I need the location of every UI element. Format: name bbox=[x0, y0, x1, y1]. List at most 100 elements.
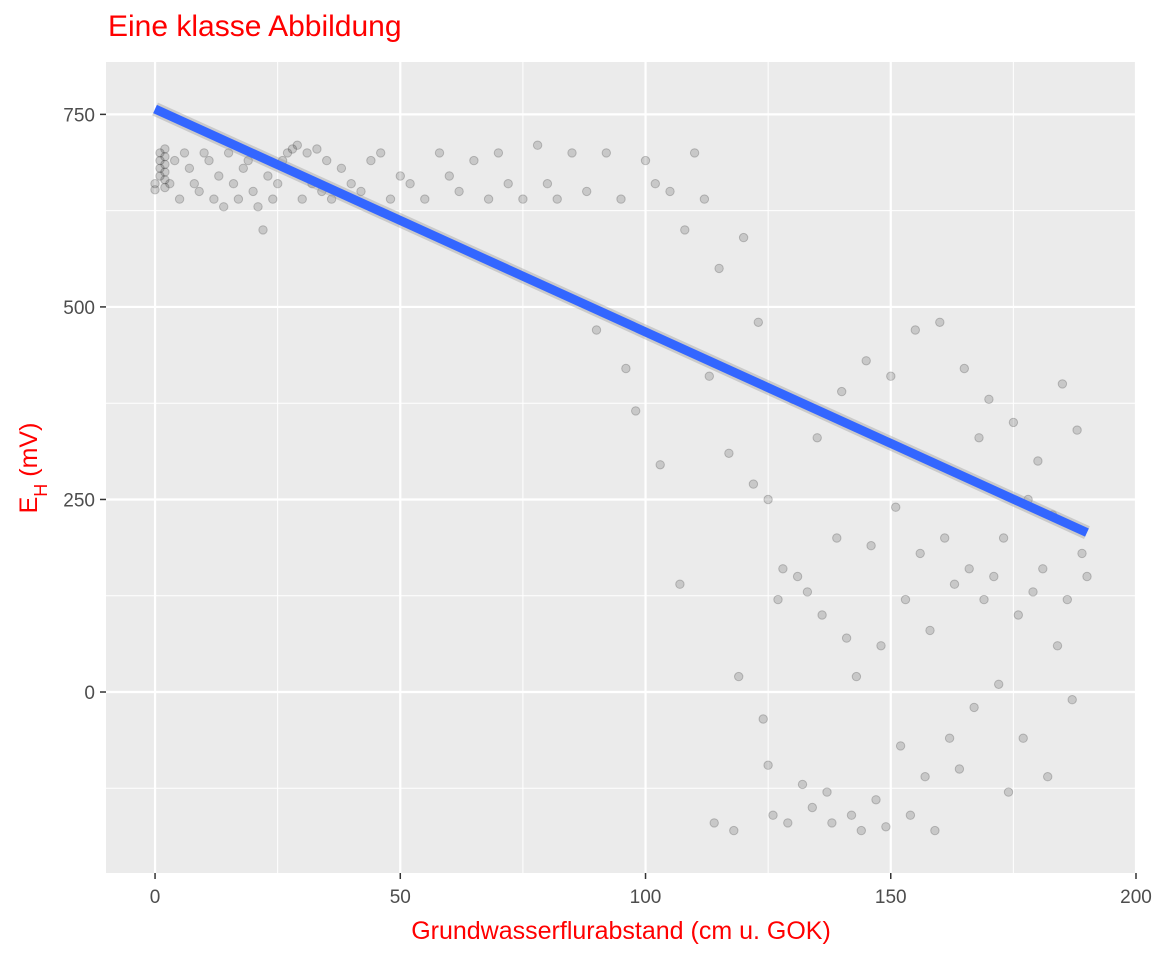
data-point bbox=[680, 225, 690, 235]
data-point bbox=[160, 182, 170, 193]
data-point bbox=[1028, 587, 1038, 597]
data-point bbox=[336, 163, 347, 174]
plot-panel bbox=[106, 62, 1136, 873]
data-point bbox=[758, 714, 768, 724]
data-point bbox=[768, 810, 778, 820]
data-point bbox=[405, 179, 415, 189]
data-point bbox=[356, 186, 366, 197]
data-point bbox=[189, 179, 200, 189]
chart-title: Eine klasse Abbildung bbox=[108, 10, 402, 43]
data-point bbox=[856, 825, 866, 836]
data-point bbox=[434, 148, 445, 158]
data-point bbox=[322, 155, 332, 166]
data-point bbox=[326, 194, 337, 204]
data-point bbox=[1033, 456, 1043, 466]
data-point bbox=[837, 386, 847, 397]
data-point bbox=[385, 194, 396, 204]
data-point bbox=[989, 571, 999, 582]
data-point bbox=[709, 818, 719, 828]
data-point bbox=[797, 779, 808, 790]
data-point bbox=[601, 148, 611, 158]
data-point bbox=[292, 140, 302, 150]
data-point bbox=[866, 541, 876, 551]
data-point bbox=[199, 148, 209, 158]
data-point bbox=[954, 764, 965, 774]
data-point bbox=[915, 548, 925, 559]
data-point bbox=[253, 202, 263, 212]
data-point bbox=[155, 155, 165, 166]
data-point bbox=[763, 760, 773, 770]
data-point bbox=[179, 148, 190, 158]
data-point bbox=[184, 163, 195, 174]
data-point bbox=[1018, 733, 1028, 743]
data-point bbox=[420, 194, 430, 204]
data-point bbox=[155, 148, 165, 158]
data-point bbox=[783, 818, 793, 828]
data-point bbox=[395, 171, 405, 181]
data-point bbox=[778, 564, 788, 574]
data-point bbox=[1008, 417, 1019, 428]
data-point bbox=[567, 148, 577, 158]
data-point bbox=[689, 148, 700, 158]
data-point bbox=[1038, 564, 1048, 574]
y-axis-title-suffix: (mV) bbox=[15, 423, 43, 484]
data-point bbox=[944, 733, 955, 743]
data-point bbox=[792, 571, 803, 582]
data-point bbox=[155, 163, 165, 174]
data-point bbox=[223, 148, 234, 158]
data-point bbox=[287, 144, 298, 154]
x-tick-label: 50 bbox=[390, 887, 411, 908]
data-point bbox=[469, 155, 479, 166]
data-point bbox=[900, 594, 911, 605]
data-point bbox=[753, 317, 763, 327]
data-point bbox=[714, 263, 724, 274]
data-point bbox=[812, 433, 822, 443]
data-point bbox=[1082, 571, 1092, 582]
y-tick-label: 750 bbox=[63, 105, 95, 126]
data-point bbox=[881, 822, 891, 832]
data-point bbox=[1003, 787, 1014, 797]
data-point bbox=[891, 502, 901, 512]
data-point bbox=[969, 702, 979, 713]
data-point bbox=[1013, 610, 1023, 620]
data-point bbox=[1072, 425, 1082, 435]
data-point bbox=[724, 448, 734, 458]
data-point bbox=[282, 148, 293, 158]
data-point bbox=[763, 494, 773, 505]
data-point bbox=[160, 175, 170, 185]
data-point bbox=[273, 179, 283, 189]
data-point bbox=[861, 356, 871, 366]
data-point bbox=[631, 406, 641, 416]
data-point bbox=[729, 825, 739, 836]
data-point bbox=[174, 194, 185, 204]
data-point bbox=[243, 155, 253, 166]
data-point bbox=[376, 148, 386, 158]
data-point bbox=[930, 825, 940, 836]
data-point bbox=[994, 679, 1004, 689]
y-axis-title: EH (mV) bbox=[15, 423, 51, 514]
data-point bbox=[312, 144, 322, 154]
gridlines bbox=[106, 62, 1138, 873]
y-tick-label: 0 bbox=[84, 683, 95, 704]
data-point bbox=[905, 810, 916, 820]
data-point bbox=[895, 741, 906, 751]
data-point bbox=[699, 194, 710, 204]
data-point bbox=[248, 186, 258, 197]
data-point bbox=[268, 194, 278, 204]
data-point bbox=[150, 179, 160, 189]
data-point bbox=[297, 194, 307, 204]
data-point bbox=[616, 194, 626, 204]
data-point bbox=[263, 171, 273, 181]
data-point bbox=[233, 194, 244, 204]
data-point bbox=[871, 795, 881, 805]
data-point bbox=[734, 671, 744, 682]
data-point bbox=[979, 594, 989, 605]
x-tick-label: 100 bbox=[630, 887, 662, 908]
data-point bbox=[640, 155, 651, 166]
data-point bbox=[817, 610, 827, 620]
data-point bbox=[214, 171, 224, 181]
y-tick-label: 250 bbox=[63, 490, 95, 511]
data-point bbox=[675, 579, 685, 589]
data-point bbox=[832, 533, 842, 543]
data-point bbox=[920, 772, 930, 782]
